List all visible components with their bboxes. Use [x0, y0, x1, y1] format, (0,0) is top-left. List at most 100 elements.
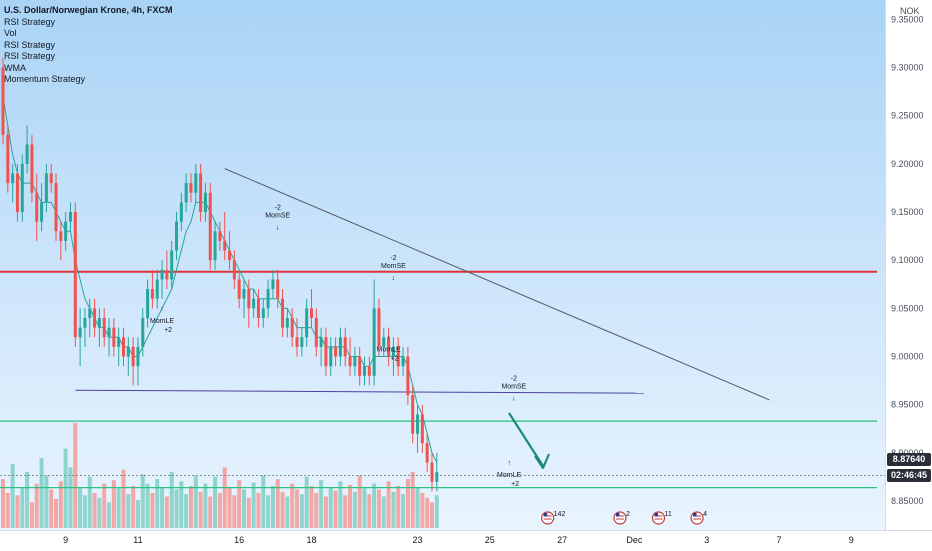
strategy-label: MomLE [377, 347, 401, 354]
candle-body [324, 337, 328, 367]
volume-bar [97, 497, 102, 528]
candle-body [256, 298, 260, 318]
volume-bar [362, 488, 367, 528]
volume-bar [328, 487, 333, 528]
indicator-momentum-strategy[interactable]: Momentum Strategy [4, 74, 86, 84]
time-axis[interactable] [0, 530, 932, 551]
volume-bar [15, 495, 20, 528]
volume-bar [314, 493, 319, 528]
volume-bar [179, 481, 184, 528]
candle-body [261, 308, 265, 318]
volume-bar [357, 475, 362, 528]
indicator-rsi-strategy-3[interactable]: RSI Strategy [4, 51, 56, 61]
flag-canton [654, 513, 659, 517]
candle-body [203, 192, 207, 212]
candle-body [54, 183, 58, 232]
volume-bar [58, 481, 63, 528]
volume-bar [290, 483, 295, 528]
candle-body [117, 337, 121, 347]
volume-bar [188, 486, 193, 528]
volume-bar [319, 480, 324, 528]
candle-body [131, 346, 135, 367]
candle-body [295, 337, 299, 347]
volume-bar [174, 489, 179, 528]
candle-body [266, 289, 270, 309]
volume-bar [140, 474, 145, 528]
indicator-rsi-strategy-2[interactable]: RSI Strategy [4, 40, 56, 50]
time-tick: 25 [485, 535, 495, 545]
volume-bar [376, 489, 381, 528]
volume-bar [343, 495, 348, 528]
volume-bar [333, 490, 338, 528]
flag-canton [543, 513, 548, 517]
plot-background[interactable] [0, 0, 885, 530]
forecast-arrow [508, 412, 544, 467]
indicator-rsi-strategy-1[interactable]: RSI Strategy [4, 17, 56, 27]
candle-body [93, 308, 97, 328]
candle-body [194, 173, 198, 193]
volume-bar [309, 486, 314, 528]
volume-bar [261, 475, 266, 528]
candle-body [387, 337, 391, 357]
price-tick: 8.90000 [891, 448, 924, 458]
volume-bar [193, 475, 198, 528]
candle-body [329, 346, 333, 367]
volume-bar [280, 491, 285, 528]
volume-bar [217, 493, 222, 528]
us-flag-event-icon [541, 511, 555, 525]
candle-body [11, 173, 15, 184]
candle-body [97, 318, 101, 328]
candle-body [83, 318, 87, 328]
indicator-vol[interactable]: Vol [4, 28, 17, 38]
short-entry-arrow: ↓ [276, 225, 280, 232]
volume-bar [386, 481, 391, 528]
volume-bar [434, 495, 439, 528]
strategy-label: MomSE [265, 213, 290, 220]
volume-bar [73, 423, 78, 528]
strategy-label: MomLE [497, 472, 521, 479]
candle-body [73, 212, 77, 338]
candle-body [184, 183, 188, 203]
time-tick: 9 [849, 535, 854, 545]
volume-bar [266, 495, 271, 528]
volume-bar [270, 486, 275, 528]
wma-line [2, 96, 438, 463]
strategy-qty: +2 [391, 356, 399, 363]
volume-bar [10, 463, 15, 528]
descending-trendline [224, 168, 770, 401]
candle-body [126, 346, 130, 357]
event-count: 4 [703, 511, 707, 518]
candle-body [223, 240, 227, 251]
candle-body [435, 472, 439, 482]
volume-bar [372, 483, 377, 528]
candle-body [228, 250, 232, 261]
volume-bar [251, 482, 256, 528]
symbol-title[interactable]: U.S. Dollar/Norwegian Krone, 4h, FXCM [4, 5, 173, 15]
volume-bar [20, 487, 25, 528]
volume-bar [323, 496, 328, 528]
price-axis[interactable] [885, 0, 932, 530]
volume-bar [232, 495, 237, 528]
candle-body [78, 327, 82, 338]
volume-bar [420, 493, 425, 528]
price-tick: 9.10000 [891, 255, 924, 265]
volume-bar [54, 498, 59, 528]
candle-body [285, 318, 289, 328]
candle-body [276, 279, 280, 299]
volume-bar [246, 497, 251, 528]
candle-body [165, 269, 169, 280]
indicator-wma[interactable]: WMA [4, 63, 26, 73]
candle-body [208, 192, 212, 261]
candle-body [25, 144, 29, 164]
volume-bar [145, 483, 150, 528]
candle-body [49, 173, 53, 184]
candle-body [68, 212, 72, 222]
candle-body [15, 173, 19, 212]
volume-bar [237, 480, 242, 528]
candle-body [425, 443, 429, 463]
candle-body [372, 308, 376, 376]
volume-bar [401, 494, 406, 528]
volume-bar [107, 502, 112, 528]
volume-bar [405, 479, 410, 528]
volume-bar [5, 493, 10, 528]
